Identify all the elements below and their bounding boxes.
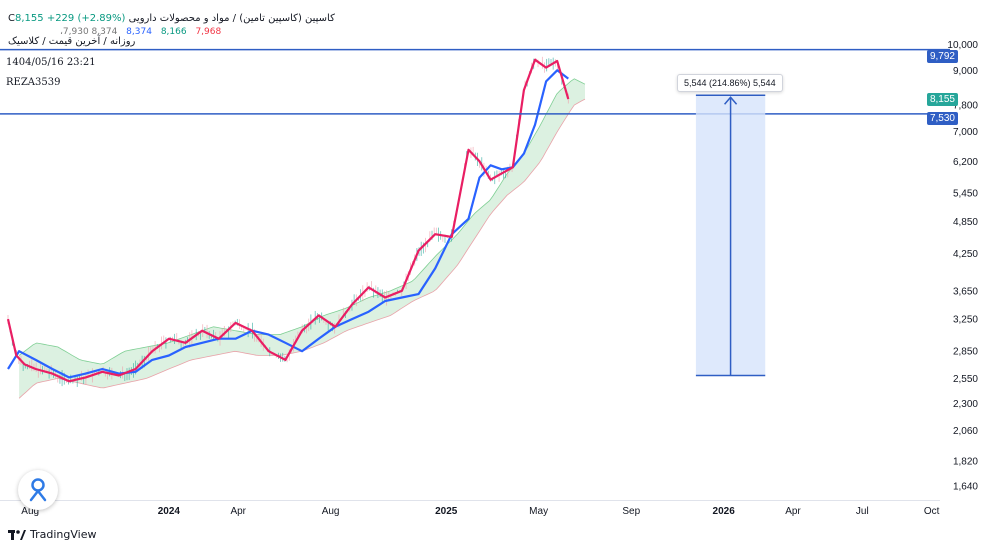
x-tick-label: May — [529, 506, 548, 517]
ohlc-values: ،7,930 8,374 8,374 8,166 7,968 — [60, 27, 227, 37]
x-tick-label: Sep — [622, 506, 640, 517]
x-tick-label: Apr — [785, 506, 801, 517]
cloud-area — [19, 78, 586, 399]
y-tick-label: 10,000 — [947, 40, 978, 51]
y-tick-label: 5,450 — [953, 188, 978, 199]
x-tick-label: Aug — [322, 506, 340, 517]
symbol-title: کاسپین (کاسپین تامین) / مواد و محصولات د… — [128, 13, 335, 24]
y-tick-label: 1,820 — [953, 456, 978, 467]
x-tick-label: Aug — [21, 506, 39, 517]
chart-subtitle: روزانه / آخرین قیمت / کلاسیک — [8, 36, 136, 47]
last-price-badge: 8,155 — [926, 93, 958, 106]
close-series-line — [6, 58, 570, 383]
y-tick-label: 4,250 — [953, 249, 978, 260]
ohlc-red: 7,968 — [195, 27, 222, 37]
x-tick-label: 2025 — [435, 506, 458, 517]
symbol-title-row: کاسپین (کاسپین تامین) / مواد و محصولات د… — [8, 13, 335, 24]
cloud-lower-line — [18, 98, 586, 399]
ohlc-faded: ،7,930 8,374 — [60, 27, 118, 37]
last-price: 8,155 — [14, 13, 44, 24]
y-tick-label: 3,250 — [953, 315, 978, 326]
price-change: +229 (+2.89%) — [46, 13, 126, 24]
x-tick-label: 2026 — [713, 506, 736, 517]
symbol-prefix: C — [8, 13, 15, 24]
y-tick-label: 6,200 — [953, 157, 978, 168]
timestamp: 1404/05/16 23:21 — [6, 57, 96, 68]
drawing-tool-button[interactable] — [18, 470, 58, 510]
lower-line-badge: 7,530 — [926, 112, 958, 125]
y-tick-label: 7,000 — [953, 127, 978, 138]
y-tick-label: 4,850 — [953, 217, 978, 228]
x-tick-label: 2024 — [158, 506, 181, 517]
y-tick-label: 3,650 — [953, 286, 978, 297]
x-tick-label: Apr — [230, 506, 246, 517]
brand-name: TradingView — [30, 528, 97, 541]
tradingview-brand[interactable]: TradingView — [8, 528, 96, 541]
y-tick-label: 7,800 — [953, 101, 978, 112]
pin-icon — [29, 478, 47, 502]
ohlc-blue: 8,374 — [126, 27, 152, 37]
y-tick-label: 2,060 — [953, 426, 978, 437]
cloud-upper-line — [18, 78, 586, 365]
y-tick-label: 9,000 — [953, 66, 978, 77]
author-name: REZA3539 — [6, 77, 61, 88]
y-tick-label: 2,300 — [953, 399, 978, 410]
ohlc-green: 8,166 — [160, 27, 187, 37]
x-tick-label: Jul — [856, 506, 869, 517]
measure-arrow-head — [724, 96, 738, 105]
y-tick-label: 2,550 — [953, 374, 978, 385]
baseline-series-line — [7, 69, 569, 379]
x-tick-label: Oct — [924, 506, 940, 517]
y-tick-label: 2,850 — [953, 347, 978, 358]
tradingview-logo-icon — [8, 529, 26, 540]
upper-line-badge: 9,792 — [926, 50, 958, 63]
y-tick-label: 1,640 — [953, 482, 978, 493]
measure-label: 5,544 (214.86%) 5,544 — [677, 74, 783, 92]
